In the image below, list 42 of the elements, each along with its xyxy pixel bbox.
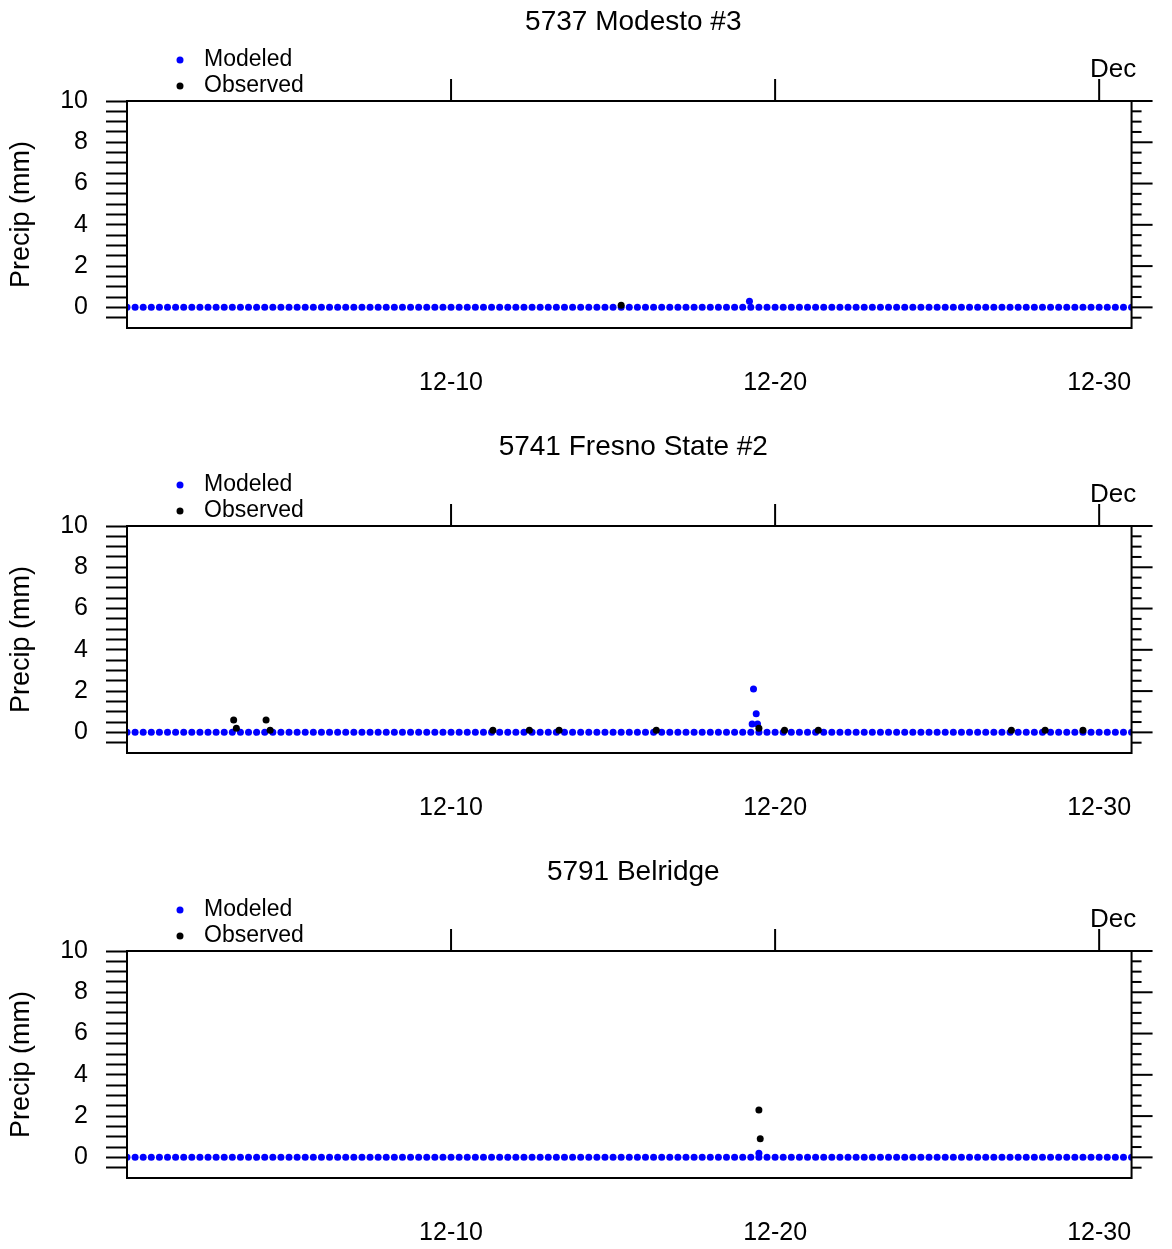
y-tick-label: 0	[74, 716, 88, 745]
y-axis-title: Precip (mm)	[5, 566, 36, 713]
annotation: Dec	[1090, 903, 1137, 934]
y-tick-label: 10	[60, 509, 88, 538]
chart-title: 5741 Fresno State #2	[498, 429, 768, 461]
legend-label: Modeled	[204, 470, 293, 497]
x-tick-label: 12-10	[419, 366, 484, 395]
chart-title: 5791 Belridge	[546, 854, 720, 886]
y-tick-label: 2	[74, 249, 88, 278]
y-axis-title: Precip (mm)	[5, 141, 36, 288]
y-tick-label: 10	[60, 84, 88, 113]
y-tick-label: 10	[60, 934, 88, 963]
annotation: Dec	[1090, 478, 1137, 509]
x-tick-label: 12-30	[1067, 791, 1132, 820]
legend-label: Modeled	[204, 895, 293, 922]
legend-label: Observed	[204, 496, 304, 523]
y-tick-label: 2	[74, 1099, 88, 1128]
y-tick-label: 8	[74, 976, 88, 1005]
y-tick-label: 6	[74, 592, 88, 621]
legend-label: Observed	[204, 921, 304, 948]
annotation: Dec	[1090, 53, 1137, 84]
x-tick-label: 12-20	[743, 791, 808, 820]
y-tick-label: 4	[74, 1058, 89, 1087]
x-tick-label: 12-30	[1067, 366, 1132, 395]
x-tick-label: 12-30	[1067, 1216, 1132, 1245]
x-tick-label: 12-10	[419, 1216, 484, 1245]
x-tick-label: 12-10	[419, 791, 484, 820]
chart-title: 5737 Modesto #3	[525, 4, 742, 36]
x-tick-label: 12-20	[743, 1216, 808, 1245]
y-tick-label: 8	[74, 126, 88, 155]
y-tick-label: 0	[74, 1141, 88, 1170]
x-tick-label: 12-20	[743, 366, 808, 395]
y-tick-label: 2	[74, 674, 88, 703]
y-tick-label: 4	[74, 208, 89, 237]
y-tick-label: 0	[74, 291, 88, 320]
y-axis-title: Precip (mm)	[5, 991, 36, 1138]
y-tick-label: 6	[74, 1017, 88, 1046]
y-tick-label: 4	[74, 633, 89, 662]
legend-label: Modeled	[204, 45, 293, 72]
y-tick-label: 6	[74, 167, 88, 196]
y-tick-label: 8	[74, 551, 88, 580]
legend-label: Observed	[204, 71, 304, 98]
